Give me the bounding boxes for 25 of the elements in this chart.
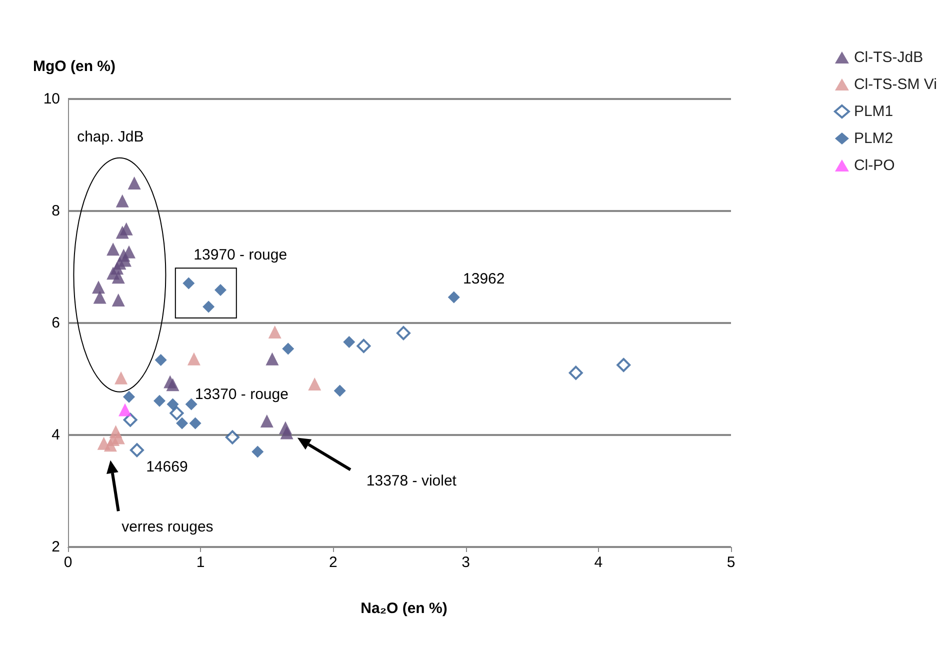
- annotation: 13370 - rouge: [195, 386, 288, 404]
- annotation: 13962: [463, 270, 505, 288]
- annotation: 13970 - rouge: [194, 246, 288, 264]
- annotation: verres rouges: [122, 518, 214, 536]
- x-tick-label: 1: [196, 554, 205, 571]
- y-tick-label: 8: [52, 202, 60, 220]
- legend-label: Cl-TS-JdB: [854, 49, 924, 66]
- x-tick-label: 2: [329, 554, 338, 571]
- x-tick-label: 5: [726, 554, 736, 571]
- x-tick-label: 3: [462, 554, 470, 571]
- legend-label: PLM2: [854, 130, 894, 147]
- y-tick-label: 10: [43, 90, 60, 108]
- legend-label: Cl-TS-SM Vi: [854, 76, 938, 93]
- x-axis-title: Na₂O (en %): [360, 600, 448, 617]
- annotation: 14669: [146, 458, 188, 476]
- y-tick-label: 2: [52, 538, 60, 556]
- annotation: 13378 - violet: [366, 472, 458, 490]
- annotation: chap. JdB: [77, 128, 144, 146]
- x-tick-label: 0: [64, 554, 72, 571]
- legend-label: Cl-PO: [854, 157, 895, 174]
- x-tick-label: 4: [594, 554, 603, 571]
- y-axis-title: MgO (en %): [33, 58, 116, 75]
- legend-label: PLM1: [854, 103, 894, 120]
- y-tick-label: 4: [52, 426, 60, 444]
- y-tick-label: 6: [52, 314, 60, 332]
